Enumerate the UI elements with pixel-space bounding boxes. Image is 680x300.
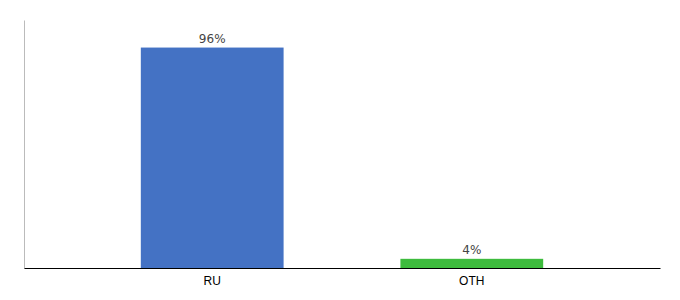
- x-tick: OTH: [459, 268, 484, 288]
- x-axis-line: [25, 268, 661, 269]
- x-tick-label: RU: [204, 274, 221, 288]
- x-tick-label: OTH: [459, 274, 484, 288]
- y-axis-line: [24, 21, 25, 269]
- y-axis: [24, 21, 25, 269]
- data-label: 4%: [462, 243, 481, 257]
- chart: RU OTH 96% 4%: [0, 0, 680, 300]
- bar: [141, 48, 284, 268]
- plot: RU OTH 96% 4%: [25, 21, 661, 288]
- bar: [400, 259, 543, 268]
- x-tick: RU: [204, 268, 221, 288]
- x-axis: RU OTH: [25, 268, 661, 288]
- bars: [141, 48, 543, 268]
- data-label: 96%: [199, 32, 226, 46]
- data-labels: 96% 4%: [199, 32, 481, 257]
